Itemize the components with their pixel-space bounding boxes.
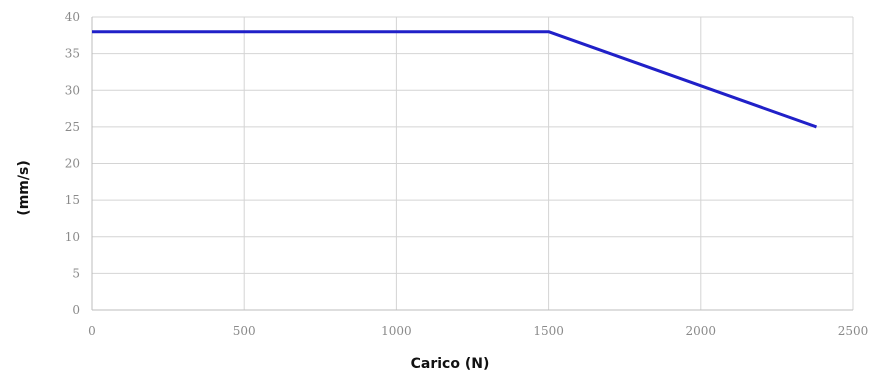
y-tick-label: 25 (65, 120, 80, 134)
series (92, 30, 818, 129)
x-tick-label: 2000 (686, 324, 717, 338)
y-tick-label: 40 (65, 10, 80, 24)
axes (91, 17, 853, 311)
x-tick-labels: 0 500 1000 1500 2000 2500 (88, 324, 868, 338)
y-tick-label: 5 (72, 266, 80, 280)
series-line-0 (92, 30, 818, 129)
x-tick-label: 1500 (533, 324, 564, 338)
y-axis-title: (mm/s) (16, 160, 32, 215)
y-tick-label: 10 (65, 230, 80, 244)
x-tick-label: 2500 (838, 324, 869, 338)
grid (92, 16, 854, 310)
y-tick-label: 35 (65, 47, 80, 61)
y-tick-label: 15 (65, 193, 80, 207)
x-tick-label: 500 (233, 324, 256, 338)
x-axis-title: Carico (N) (411, 356, 490, 372)
y-tick-labels: 0 5 10 15 20 25 30 35 40 (65, 10, 80, 317)
y-tick-label: 0 (72, 303, 80, 317)
x-tick-label: 0 (88, 324, 96, 338)
y-tick-label: 30 (65, 83, 80, 97)
x-tick-label: 1000 (381, 324, 412, 338)
y-tick-label: 20 (65, 157, 80, 171)
